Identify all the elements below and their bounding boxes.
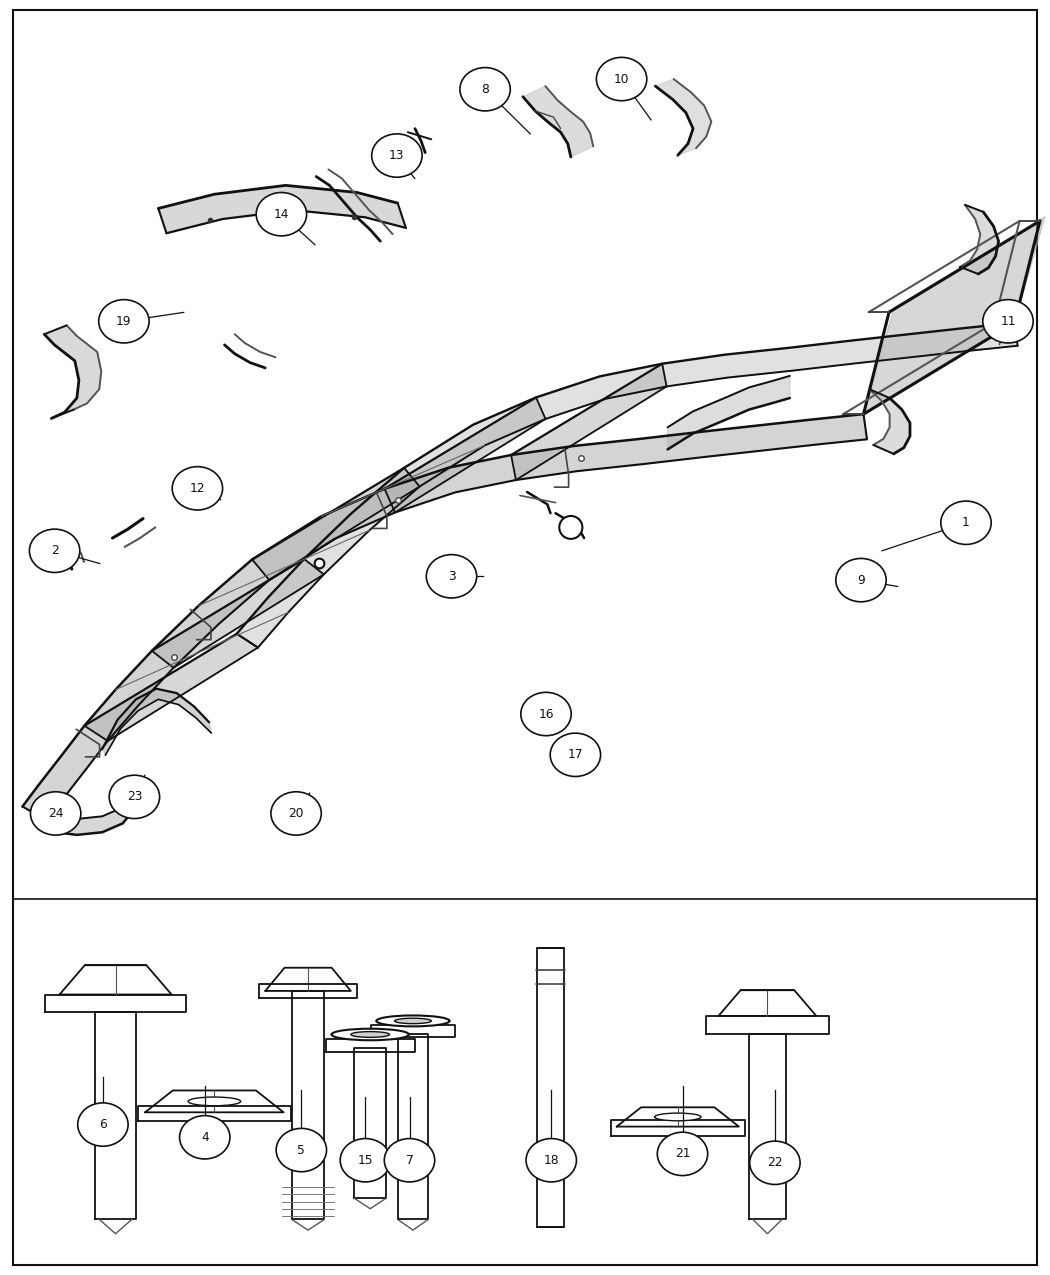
Polygon shape: [869, 389, 910, 454]
Polygon shape: [326, 1039, 415, 1052]
Text: 23: 23: [127, 790, 142, 803]
Ellipse shape: [836, 558, 886, 602]
Ellipse shape: [654, 1113, 701, 1121]
Ellipse shape: [596, 57, 647, 101]
Text: 13: 13: [390, 149, 404, 162]
Polygon shape: [718, 991, 816, 1016]
Ellipse shape: [750, 1141, 800, 1184]
Text: 6: 6: [99, 1118, 107, 1131]
Polygon shape: [45, 994, 186, 1012]
Ellipse shape: [256, 193, 307, 236]
Polygon shape: [60, 965, 171, 994]
Polygon shape: [398, 1034, 428, 1219]
Polygon shape: [616, 1107, 739, 1127]
Text: 20: 20: [289, 807, 303, 820]
Text: 7: 7: [405, 1154, 414, 1167]
Ellipse shape: [276, 1128, 327, 1172]
Polygon shape: [44, 325, 101, 418]
Polygon shape: [511, 363, 667, 479]
Text: 8: 8: [481, 83, 489, 96]
Polygon shape: [292, 991, 324, 1219]
Text: 5: 5: [297, 1144, 306, 1156]
Ellipse shape: [983, 300, 1033, 343]
Ellipse shape: [941, 501, 991, 544]
Polygon shape: [538, 949, 564, 1227]
Polygon shape: [259, 984, 357, 998]
Text: 22: 22: [768, 1156, 782, 1169]
Polygon shape: [610, 1121, 746, 1136]
Polygon shape: [159, 185, 406, 233]
Text: 24: 24: [48, 807, 63, 820]
Ellipse shape: [172, 467, 223, 510]
Ellipse shape: [78, 1103, 128, 1146]
Ellipse shape: [188, 1096, 240, 1105]
FancyBboxPatch shape: [13, 10, 1037, 1265]
Text: 1: 1: [962, 516, 970, 529]
Ellipse shape: [332, 1029, 408, 1040]
Polygon shape: [371, 1025, 455, 1038]
Polygon shape: [655, 79, 712, 156]
Polygon shape: [668, 376, 790, 450]
Text: 2: 2: [50, 544, 59, 557]
Ellipse shape: [271, 792, 321, 835]
Ellipse shape: [657, 1132, 708, 1176]
Ellipse shape: [560, 516, 583, 539]
Ellipse shape: [30, 792, 81, 835]
Text: 10: 10: [614, 73, 629, 85]
Ellipse shape: [372, 134, 422, 177]
Polygon shape: [22, 414, 867, 820]
Polygon shape: [145, 1090, 284, 1112]
Text: 19: 19: [117, 315, 131, 328]
Ellipse shape: [99, 300, 149, 343]
Text: 4: 4: [201, 1131, 209, 1144]
Ellipse shape: [340, 1139, 391, 1182]
Ellipse shape: [521, 692, 571, 736]
Polygon shape: [749, 1034, 785, 1219]
Polygon shape: [96, 1012, 135, 1219]
Polygon shape: [384, 398, 546, 513]
Ellipse shape: [109, 775, 160, 819]
Ellipse shape: [384, 1139, 435, 1182]
Polygon shape: [41, 796, 133, 835]
Text: 14: 14: [274, 208, 289, 221]
Polygon shape: [960, 205, 999, 274]
Text: 21: 21: [675, 1148, 690, 1160]
Text: 11: 11: [1001, 315, 1015, 328]
Ellipse shape: [526, 1139, 576, 1182]
Polygon shape: [252, 468, 420, 580]
Text: 18: 18: [544, 1154, 559, 1167]
Text: 17: 17: [568, 748, 583, 761]
Polygon shape: [236, 323, 1017, 648]
Ellipse shape: [426, 555, 477, 598]
Polygon shape: [354, 1048, 386, 1198]
Polygon shape: [152, 558, 323, 668]
Text: 12: 12: [190, 482, 205, 495]
Ellipse shape: [460, 68, 510, 111]
Text: 3: 3: [447, 570, 456, 583]
Polygon shape: [102, 688, 211, 755]
Polygon shape: [84, 634, 258, 741]
Text: 16: 16: [539, 708, 553, 720]
Text: 9: 9: [857, 574, 865, 586]
Polygon shape: [139, 1105, 291, 1121]
Ellipse shape: [351, 1031, 390, 1038]
Ellipse shape: [376, 1015, 449, 1026]
Ellipse shape: [395, 1019, 432, 1024]
Text: 15: 15: [358, 1154, 373, 1167]
Ellipse shape: [550, 733, 601, 776]
Ellipse shape: [180, 1116, 230, 1159]
Polygon shape: [266, 968, 351, 991]
Polygon shape: [863, 217, 1045, 414]
Polygon shape: [707, 1016, 828, 1034]
Polygon shape: [523, 87, 593, 157]
Ellipse shape: [29, 529, 80, 572]
